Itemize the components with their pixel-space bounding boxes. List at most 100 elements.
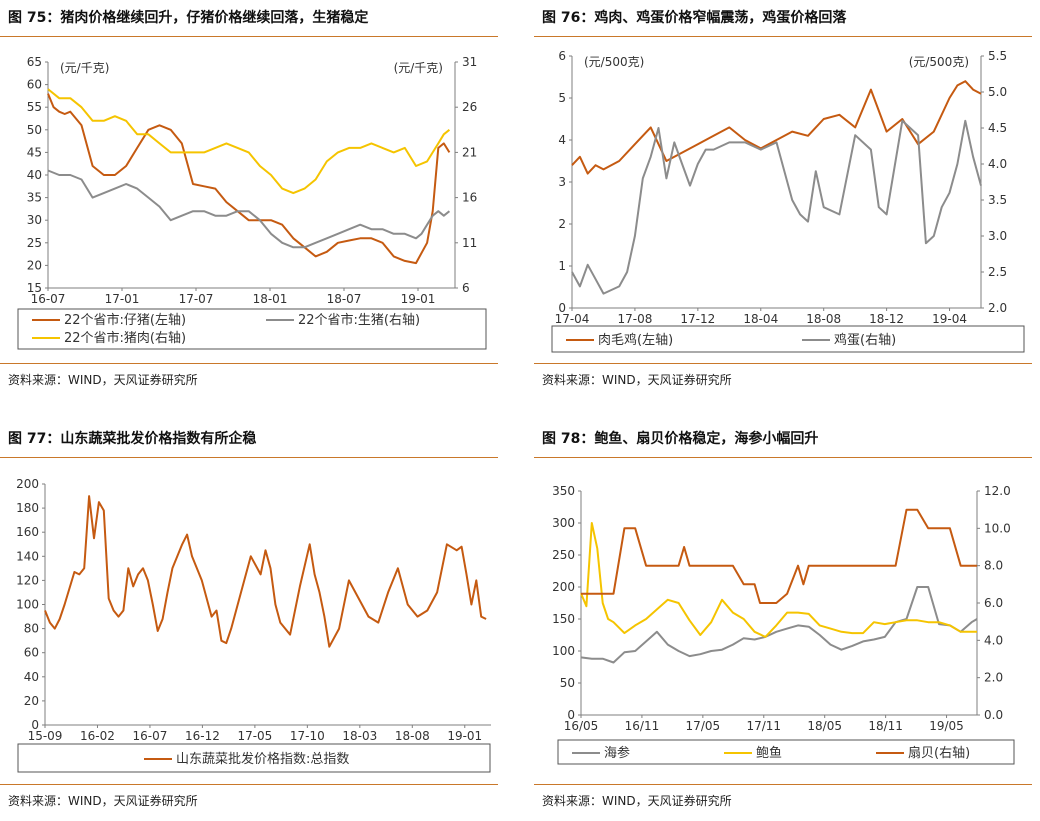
x-tick-label: 18-04 [743,312,778,326]
y-tick-label: 0 [558,301,566,315]
panel-fig75: 图 75：猪肉价格继续回升，仔猪价格继续回落，生猪稳定 15 20 25 30 35 40… [0,0,498,400]
legend-box [17,308,487,350]
x-tick-label: 17-07 [179,292,214,306]
y-tick-label: 180 [16,501,39,515]
legend-box [551,325,1025,353]
legend-label: 鲍鱼 [756,745,782,761]
y-tick-label: 20 [24,694,39,708]
legend-label: 鸡蛋(右轴) [834,332,896,348]
y-tick-label: 140 [16,549,39,563]
y-tick-label-right: 6 [462,281,470,295]
chart-seafood: 0 50 100 150 200 250 300 350 0.0 2.0 4.0 6.0 8.0 10.0… [552,484,1015,765]
y-tick-label: 1 [558,259,566,273]
x-tick-label: 17-05 [237,729,272,743]
x-tick-label: 16-02 [80,729,115,743]
y-tick-label: 60 [24,646,39,660]
y-tick-label: 25 [27,236,42,250]
chart-title: 图 77：山东蔬菜批发价格指数有所企稳 [8,431,257,447]
y-tick-label-right: 6.0 [984,596,1003,610]
right-axis-unit: (元/千克) [394,61,443,75]
y-tick-label-right: 4.0 [988,157,1007,171]
x-tick-label: 15-09 [28,729,63,743]
legend-box [557,739,1015,765]
source-divider [0,363,498,364]
x-tick-label: 18-01 [253,292,288,306]
legend-label: 肉毛鸡(左轴) [598,332,673,348]
series-line-1 [580,522,977,638]
source-note: 资料来源：WIND，天风证券研究所 [8,373,198,387]
y-tick-label: 200 [16,477,39,491]
legend-label: 海参 [604,745,630,761]
y-tick-label-right: 2.0 [988,301,1007,315]
y-tick-label: 35 [27,191,42,205]
x-tick-label: 18-08 [395,729,430,743]
y-tick-label-right: 21 [462,145,477,159]
x-tick-label: 19-04 [932,312,967,326]
y-tick-label-right: 3.5 [988,193,1007,207]
y-tick-label: 200 [552,580,575,594]
y-tick-label: 0 [567,708,575,722]
x-tick-label: 19-01 [447,729,482,743]
x-tick-label: 19/05 [929,719,964,733]
y-tick-label: 4 [558,133,566,147]
x-tick-label: 17-01 [105,292,140,306]
y-tick-label: 30 [27,213,42,227]
x-tick-label: 16/05 [564,719,599,733]
y-tick-label-right: 2.0 [984,671,1003,685]
x-tick-label: 16/11 [625,719,660,733]
x-tick-label: 17-04 [555,312,590,326]
source-note: 资料来源：WIND，天风证券研究所 [8,794,198,808]
x-tick-label: 18/05 [807,719,842,733]
y-tick-label: 50 [27,123,42,137]
x-tick-label: 18/11 [868,719,903,733]
y-tick-label-right: 31 [462,55,477,69]
x-tick-label: 18-08 [806,312,841,326]
y-tick-label-right: 0.0 [984,708,1003,722]
y-tick-label-right: 2.5 [988,265,1007,279]
source-divider [534,784,1032,785]
x-tick-label: 17/11 [746,719,781,733]
chart-pork-piglet-hog: 15 20 25 30 35 40 45 50 55 60 65 6 11 16 21 26 31 16-07 17… [17,55,487,350]
source-note: 资料来源：WIND，天风证券研究所 [542,373,732,387]
x-tick-label: 16-07 [31,292,66,306]
y-tick-label: 0 [31,718,39,732]
chart-title: 图 76：鸡肉、鸡蛋价格窄幅震荡，鸡蛋价格回落 [542,10,847,26]
series-line-1 [47,169,451,249]
x-tick-label: 18-03 [342,729,377,743]
legend-box [17,743,491,773]
panel-fig77: 图 77：山东蔬菜批发价格指数有所企稳 0 20 40 60 80 100 120 140 16… [0,421,498,821]
left-axis-unit: (元/千克) [60,61,109,75]
y-tick-label-right: 4.0 [984,633,1003,647]
y-tick-label: 65 [27,55,42,69]
y-tick-label: 15 [27,281,42,295]
series-line-0 [571,80,982,175]
x-tick-label: 17-08 [617,312,652,326]
panel-fig78: 图 78：鲍鱼、扇贝价格稳定，海参小幅回升 0 50 100 150 200 250 300… [534,421,1032,821]
title-divider [0,36,498,37]
title-divider [0,457,498,458]
chart-vegetable-index: 0 20 40 60 80 100 120 140 160 180 200 15-09 16-02 16-… [16,477,491,773]
y-tick-label: 50 [560,676,575,690]
y-tick-label-right: 10.0 [984,521,1011,535]
y-tick-label: 100 [16,598,39,612]
y-tick-label: 6 [558,49,566,63]
y-tick-label: 60 [27,78,42,92]
legend-label: 22个省市:生猪(右轴) [298,312,420,328]
x-tick-label: 16-12 [185,729,220,743]
chart-title: 图 78：鲍鱼、扇贝价格稳定，海参小幅回升 [542,431,819,447]
left-axis-unit: (元/500克) [584,55,644,69]
source-divider [0,784,498,785]
chart-title: 图 75：猪肉价格继续回升，仔猪价格继续回落，生猪稳定 [8,10,369,26]
y-tick-label-right: 3.0 [988,229,1007,243]
y-tick-label: 300 [552,516,575,530]
y-tick-label: 40 [27,168,42,182]
y-tick-label: 5 [558,91,566,105]
source-divider [534,363,1032,364]
series-line-0 [44,495,487,648]
legend-label: 山东蔬菜批发价格指数:总指数 [176,751,349,767]
y-tick-label: 2 [558,217,566,231]
y-tick-label: 20 [27,258,42,272]
panel-fig76: 图 76：鸡肉、鸡蛋价格窄幅震荡，鸡蛋价格回落 0 1 2 3 4 5 6 2.0 2.5 3.0… [534,0,1032,400]
x-tick-label: 17-10 [290,729,325,743]
source-note: 资料来源：WIND，天风证券研究所 [542,794,732,808]
